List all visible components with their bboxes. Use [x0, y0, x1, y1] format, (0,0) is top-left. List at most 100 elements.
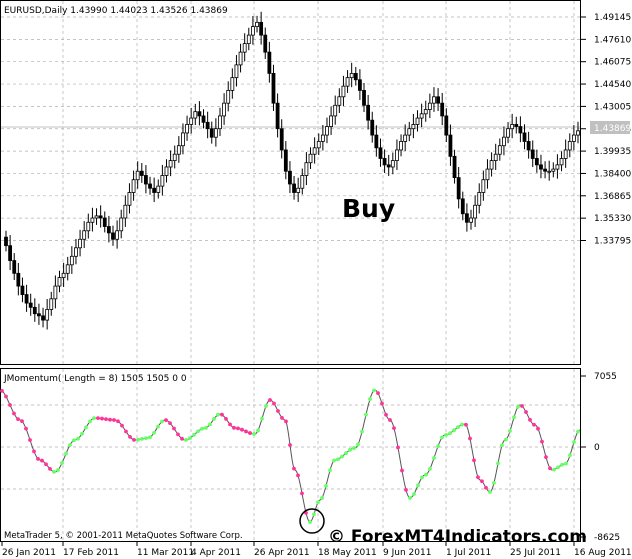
momentum-dot [168, 421, 172, 426]
price-panel-header: EURUSD,Daily 1.43990 1.44023 1.43526 1.4… [4, 6, 228, 16]
momentum-dot [360, 429, 364, 434]
momentum-dot [216, 412, 220, 417]
momentum-dot [40, 458, 44, 463]
momentum-dot [436, 444, 440, 449]
time-axis-label: 1 Jul 2011 [446, 548, 491, 558]
candle [571, 125, 576, 151]
candle [502, 126, 506, 156]
momentum-dot [492, 480, 496, 485]
candle [432, 87, 436, 112]
candle [90, 207, 95, 232]
momentum-dot [440, 435, 444, 440]
momentum-dot [416, 483, 420, 488]
momentum-dot [228, 422, 232, 427]
candle [279, 119, 284, 159]
momentum-dot [284, 419, 288, 424]
candle [4, 230, 8, 252]
momentum-dot [116, 419, 120, 424]
momentum-dot [296, 473, 300, 478]
momentum-dot [348, 447, 352, 452]
momentum-dot [388, 418, 392, 422]
indicator-panel-header: JMomentum( Length = 8) 1505 1505 0 0 [3, 374, 187, 384]
momentum-dot [120, 423, 124, 428]
candlestick-series [4, 11, 580, 330]
candle [423, 100, 428, 122]
momentum-dot [500, 443, 504, 448]
momentum-dot [44, 462, 48, 467]
momentum-dot [376, 391, 380, 396]
momentum-dot [504, 437, 508, 442]
momentum-dot [400, 468, 404, 473]
candle [456, 166, 461, 209]
momentum-dot [568, 453, 572, 458]
candle [242, 33, 247, 62]
candle [386, 154, 391, 176]
time-axis-label: 16 Aug 2011 [574, 548, 632, 558]
candle [197, 101, 202, 126]
time-axis-label: 18 May 2011 [318, 548, 377, 558]
momentum-dot [36, 456, 40, 461]
momentum-dot [100, 416, 104, 421]
momentum-dot [48, 466, 52, 471]
momentum-dot [124, 429, 128, 434]
momentum-dot [16, 417, 20, 422]
indicator-panel[interactable]: JMomentum( Length = 8) 1505 1505 0 0 705… [0, 368, 620, 548]
candle [234, 55, 239, 87]
momentum-dot [148, 435, 152, 440]
momentum-dot [392, 426, 396, 431]
momentum-dot [460, 422, 464, 427]
momentum-dot [68, 443, 72, 447]
candle [176, 136, 181, 163]
candle [82, 221, 87, 248]
momentum-dot [424, 472, 428, 477]
momentum-dot [384, 412, 388, 417]
candle [78, 229, 82, 257]
momentum-dot [108, 417, 112, 422]
momentum-dot [508, 429, 512, 433]
candle [320, 125, 325, 151]
candle [8, 235, 13, 271]
candle [12, 253, 17, 281]
candle [473, 195, 478, 227]
price-axis-label: 1.46075 [594, 58, 631, 68]
candle [436, 88, 440, 111]
momentum-dot [92, 416, 96, 421]
momentum-dot [160, 419, 164, 424]
candle [357, 69, 362, 100]
momentum-dot [128, 434, 132, 439]
candle [345, 70, 350, 93]
candle [415, 110, 420, 132]
candle [61, 262, 66, 288]
momentum-dot [528, 417, 532, 422]
momentum-dot [396, 445, 400, 450]
momentum-dot [576, 429, 580, 434]
candle [259, 11, 264, 45]
price-panel[interactable]: EURUSD,Daily 1.43990 1.44023 1.43526 1.4… [0, 0, 632, 365]
candle [567, 133, 572, 158]
candle [444, 108, 449, 142]
momentum-dot [164, 418, 168, 423]
jmomentum-dots [0, 388, 580, 524]
momentum-dot [516, 404, 520, 409]
candle [304, 152, 309, 186]
candle [534, 149, 539, 173]
momentum-dot [56, 468, 60, 472]
candle [485, 159, 490, 189]
candle [115, 220, 120, 249]
momentum-dot [548, 466, 552, 471]
time-axis-label: 26 Apr 2011 [254, 548, 310, 558]
candle [288, 161, 292, 194]
candle [460, 191, 465, 221]
momentum-dot [12, 411, 16, 416]
price-axis-label: 1.43005 [594, 102, 631, 112]
momentum-dot [340, 454, 344, 459]
momentum-dot [332, 458, 336, 463]
candle [333, 95, 338, 125]
candle [205, 111, 210, 139]
candle [123, 195, 128, 227]
momentum-dot [300, 491, 304, 496]
indicator-axis: 7055 0 -8625 [581, 372, 620, 543]
momentum-dot [556, 465, 560, 470]
